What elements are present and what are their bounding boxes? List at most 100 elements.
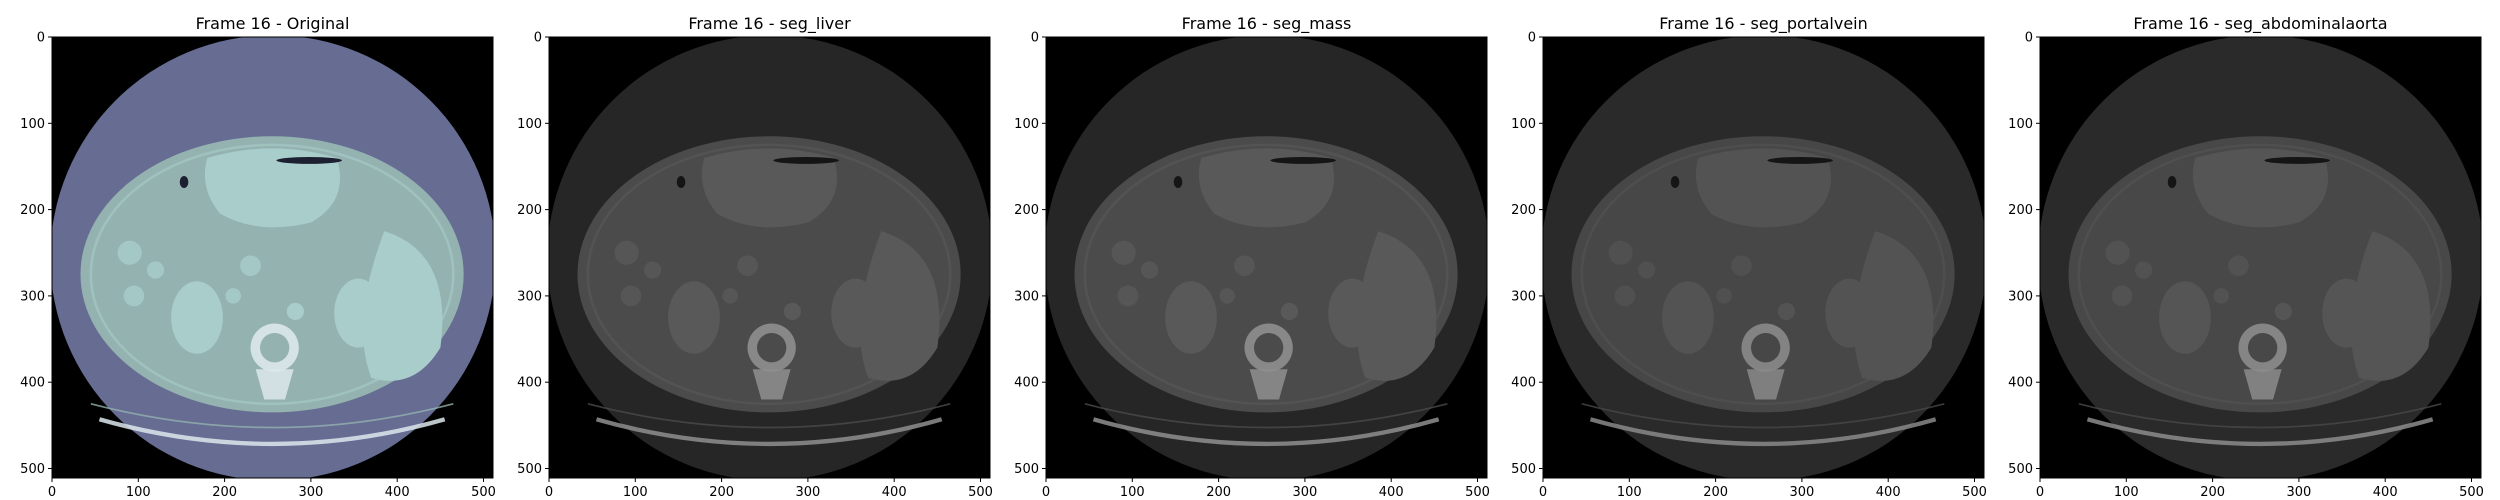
y-tick-label: 200 (1511, 203, 1536, 218)
x-tick-label: 300 (795, 485, 820, 500)
scanner-table (1092, 417, 1440, 447)
y-tick-label: 500 (517, 462, 542, 477)
kidney-right (334, 278, 383, 348)
bowel-loop (225, 288, 241, 304)
y-tick-label: 500 (2008, 462, 2033, 477)
aorta (1280, 302, 1298, 321)
y-tick-label: 100 (1511, 117, 1536, 132)
bowel-loop (2213, 288, 2229, 304)
x-tick-label: 200 (1703, 485, 1728, 500)
x-tick-label: 500 (2459, 485, 2484, 500)
x-tick-label: 300 (2286, 485, 2311, 500)
spinous-process (255, 369, 294, 400)
gas-pocket (773, 156, 839, 164)
gas-pocket (1767, 156, 1833, 164)
gas-pocket (276, 156, 342, 164)
spleen (1854, 231, 1934, 381)
vertebra-canal (259, 333, 290, 363)
axes-frame (2039, 36, 2482, 479)
y-tick-label: 400 (2008, 376, 2033, 391)
vertebra-canal (1253, 333, 1284, 363)
bowel-loop (1117, 285, 1139, 307)
spleen (2351, 231, 2431, 381)
panel-4: Frame 16 - seg_portalvein 0 100 200 300 400 50… (1511, 14, 1987, 500)
kidney-right (831, 278, 880, 348)
x-tick-label: 0 (2036, 485, 2044, 500)
spinous-process (752, 369, 791, 400)
x-tick-label: 500 (471, 485, 496, 500)
bowel-loop (240, 255, 261, 277)
scanner-table-edge (1581, 402, 1945, 429)
y-tick-label: 300 (20, 289, 45, 304)
y-tick-label: 500 (20, 462, 45, 477)
axes-frame (1542, 36, 1985, 479)
bowel-gas (1173, 175, 1183, 189)
ct-slice-image (52, 37, 493, 478)
ct-slice-image (549, 37, 990, 478)
bowel-loop (643, 261, 662, 279)
y-tick-label: 300 (1511, 289, 1536, 304)
bowel-gas (2167, 175, 2177, 189)
vertebra-canal (2247, 333, 2278, 363)
x-tick-label: 100 (1120, 485, 1145, 500)
x-tick-label: 0 (48, 485, 56, 500)
y-tick-label: 0 (1528, 31, 1536, 46)
y-tick-label: 200 (517, 203, 542, 218)
stomach (1695, 148, 1832, 228)
kidney-left (2159, 281, 2211, 354)
scanner-table (98, 417, 446, 447)
bowel-gas (1670, 175, 1680, 189)
y-tick-label: 300 (1014, 289, 1039, 304)
y-tick-label: 100 (20, 117, 45, 132)
y-tick-label: 400 (517, 376, 542, 391)
aorta (2274, 302, 2292, 321)
panel-title: Frame 16 - seg_portalvein (1659, 14, 1868, 34)
stomach (1198, 148, 1335, 228)
axes-frame (1045, 36, 1488, 479)
y-tick-label: 200 (20, 203, 45, 218)
y-tick-label: 500 (1014, 462, 1039, 477)
bowel-loop (614, 240, 639, 265)
x-tick-label: 200 (212, 485, 237, 500)
x-tick-label: 200 (709, 485, 734, 500)
stomach (701, 148, 838, 228)
panel-title: Frame 16 - seg_liver (688, 14, 851, 34)
vertebra-canal (1750, 333, 1781, 363)
axes-frame (548, 36, 991, 479)
bowel-loop (722, 288, 738, 304)
y-tick-label: 300 (2008, 289, 2033, 304)
kidney-left (1165, 281, 1217, 354)
x-tick-label: 400 (385, 485, 410, 500)
ct-slice-image (1046, 37, 1487, 478)
body-wall (1083, 143, 1449, 406)
panel-title: Frame 16 - Original (196, 14, 350, 33)
bowel-loop (2134, 261, 2153, 279)
aorta (286, 302, 305, 321)
kidney-right (2322, 278, 2371, 348)
x-tick-label: 300 (298, 485, 323, 500)
gas-pocket (1270, 156, 1336, 164)
bowel-loop (1219, 288, 1236, 304)
bowel-loop (1111, 240, 1136, 265)
scanner-table (1589, 417, 1937, 447)
gas-pocket (2264, 156, 2330, 164)
x-tick-label: 100 (623, 485, 648, 500)
y-tick-label: 100 (517, 117, 542, 132)
bowel-loop (1140, 261, 1159, 279)
spleen (860, 231, 940, 381)
spleen (1357, 231, 1437, 381)
kidney-right (1328, 278, 1377, 348)
panel-title: Frame 16 - seg_abdominalaorta (2133, 14, 2387, 34)
bowel-gas (676, 175, 686, 189)
x-tick-label: 200 (2200, 485, 2225, 500)
spinous-process (2243, 369, 2282, 400)
y-tick-label: 400 (1014, 376, 1039, 391)
kidney-right (1825, 278, 1874, 348)
x-tick-label: 400 (882, 485, 907, 500)
bowel-loop (2111, 285, 2133, 307)
stomach (2192, 148, 2329, 228)
